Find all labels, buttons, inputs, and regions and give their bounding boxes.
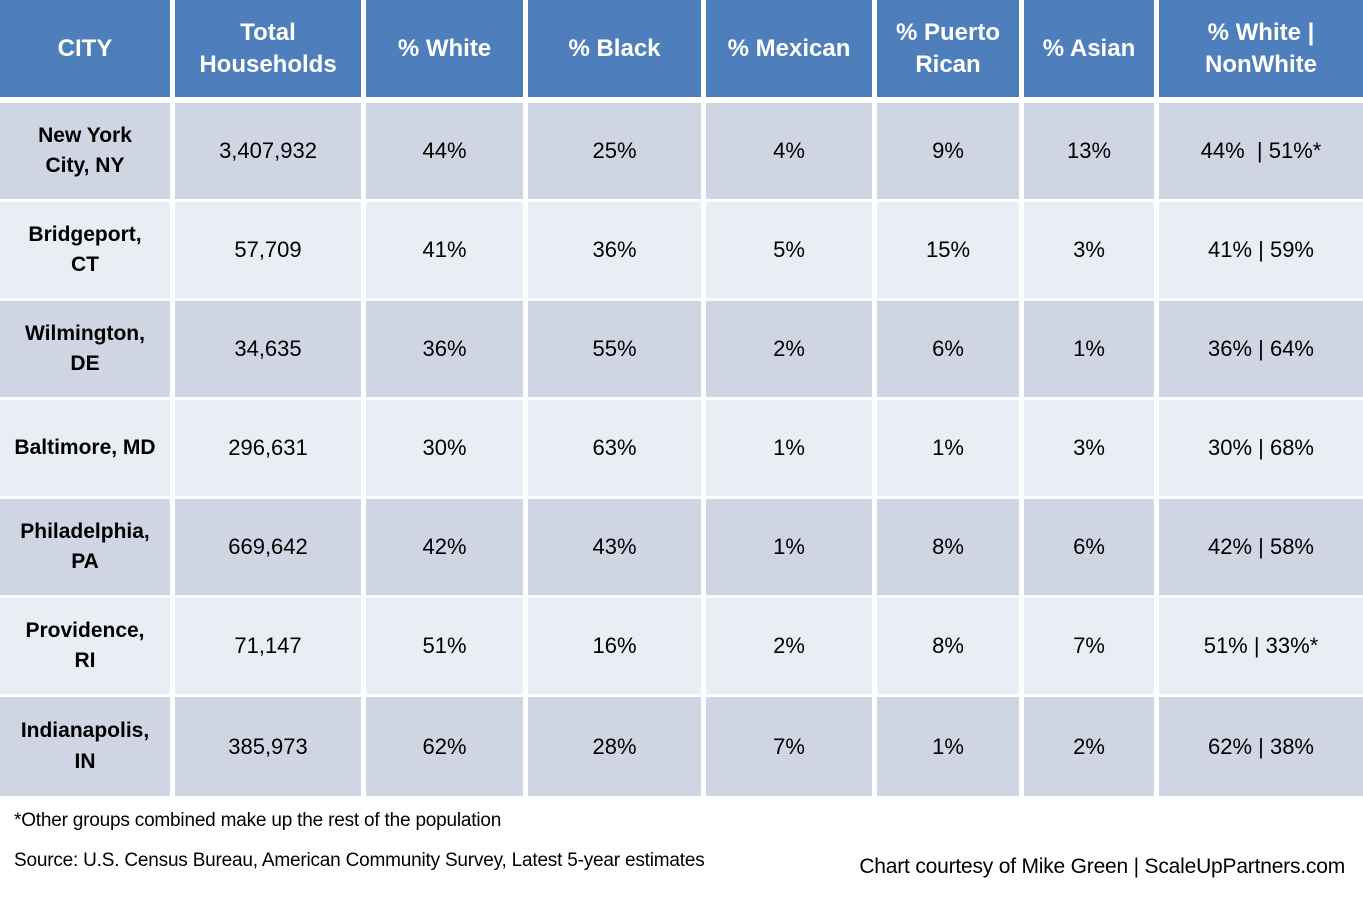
cell-pct-asian: 3% — [1024, 202, 1159, 301]
column-header-total-households: Total Households — [175, 0, 366, 103]
cell-white-nonwhite: 30% | 68% — [1159, 400, 1363, 499]
cell-total-households: 669,642 — [175, 499, 366, 598]
table-row: New York City, NY 3,407,932 44% 25% 4% 9… — [0, 103, 1363, 202]
cell-white-nonwhite: 41% | 59% — [1159, 202, 1363, 301]
table-row: Indianapolis, IN 385,973 62% 28% 7% 1% 2… — [0, 697, 1363, 796]
column-header-city: CITY — [0, 0, 175, 103]
asterisk-footnote: *Other groups combined make up the rest … — [14, 810, 502, 831]
header-row: CITY Total Households % White % Black % … — [0, 0, 1363, 103]
table-row: Bridgeport, CT 57,709 41% 36% 5% 15% 3% … — [0, 202, 1363, 301]
cell-pct-asian: 13% — [1024, 103, 1159, 202]
cell-city: Philadelphia, PA — [0, 499, 175, 598]
table-row: Providence, RI 71,147 51% 16% 2% 8% 7% 5… — [0, 598, 1363, 697]
cell-city: Providence, RI — [0, 598, 175, 697]
cell-city: Bridgeport, CT — [0, 202, 175, 301]
cell-pct-asian: 7% — [1024, 598, 1159, 697]
column-header-pct-black: % Black — [528, 0, 706, 103]
cell-pct-black: 16% — [528, 598, 706, 697]
cell-pct-mexican: 2% — [706, 598, 877, 697]
cell-city: Indianapolis, IN — [0, 697, 175, 796]
column-header-pct-puerto-rican: % Puerto Rican — [877, 0, 1024, 103]
cell-white-nonwhite: 44% | 51%* — [1159, 103, 1363, 202]
cell-total-households: 34,635 — [175, 301, 366, 400]
cell-pct-white: 62% — [366, 697, 528, 796]
source-note: Source: U.S. Census Bureau, American Com… — [14, 849, 705, 871]
cell-white-nonwhite: 51% | 33%* — [1159, 598, 1363, 697]
cell-total-households: 385,973 — [175, 697, 366, 796]
cell-city: New York City, NY — [0, 103, 175, 202]
cell-pct-black: 28% — [528, 697, 706, 796]
cell-pct-white: 30% — [366, 400, 528, 499]
cell-white-nonwhite: 36% | 64% — [1159, 301, 1363, 400]
column-header-white-nonwhite: % White | NonWhite — [1159, 0, 1363, 103]
cell-pct-black: 25% — [528, 103, 706, 202]
footer: *Other groups combined make up the rest … — [0, 796, 1363, 878]
cell-pct-white: 41% — [366, 202, 528, 301]
cell-total-households: 296,631 — [175, 400, 366, 499]
cell-pct-mexican: 1% — [706, 499, 877, 598]
column-header-pct-mexican: % Mexican — [706, 0, 877, 103]
cell-pct-mexican: 4% — [706, 103, 877, 202]
cell-pct-white: 51% — [366, 598, 528, 697]
cell-pct-puerto-rican: 6% — [877, 301, 1024, 400]
cell-pct-puerto-rican: 8% — [877, 598, 1024, 697]
cell-pct-mexican: 2% — [706, 301, 877, 400]
courtesy-credit: Chart courtesy of Mike Green | ScaleUpPa… — [859, 854, 1345, 878]
cell-pct-black: 55% — [528, 301, 706, 400]
cell-pct-asian: 1% — [1024, 301, 1159, 400]
table-row: Baltimore, MD 296,631 30% 63% 1% 1% 3% 3… — [0, 400, 1363, 499]
cell-pct-puerto-rican: 15% — [877, 202, 1024, 301]
cell-pct-mexican: 5% — [706, 202, 877, 301]
cell-total-households: 57,709 — [175, 202, 366, 301]
cell-pct-mexican: 7% — [706, 697, 877, 796]
footer-row: Source: U.S. Census Bureau, American Com… — [14, 849, 1349, 878]
cell-pct-white: 36% — [366, 301, 528, 400]
column-header-pct-asian: % Asian — [1024, 0, 1159, 103]
table-header: CITY Total Households % White % Black % … — [0, 0, 1363, 103]
table-row: Wilmington, DE 34,635 36% 55% 2% 6% 1% 3… — [0, 301, 1363, 400]
cell-total-households: 71,147 — [175, 598, 366, 697]
cell-pct-puerto-rican: 1% — [877, 400, 1024, 499]
cell-total-households: 3,407,932 — [175, 103, 366, 202]
cell-white-nonwhite: 62% | 38% — [1159, 697, 1363, 796]
cell-pct-puerto-rican: 9% — [877, 103, 1024, 202]
cell-white-nonwhite: 42% | 58% — [1159, 499, 1363, 598]
cell-pct-white: 44% — [366, 103, 528, 202]
cell-pct-black: 36% — [528, 202, 706, 301]
cell-pct-black: 43% — [528, 499, 706, 598]
cell-city: Baltimore, MD — [0, 400, 175, 499]
city-demographics-table: CITY Total Households % White % Black % … — [0, 0, 1363, 796]
table-body: New York City, NY 3,407,932 44% 25% 4% 9… — [0, 103, 1363, 796]
cell-pct-mexican: 1% — [706, 400, 877, 499]
cell-pct-asian: 2% — [1024, 697, 1159, 796]
column-header-pct-white: % White — [366, 0, 528, 103]
cell-pct-white: 42% — [366, 499, 528, 598]
cell-pct-asian: 6% — [1024, 499, 1159, 598]
cell-city: Wilmington, DE — [0, 301, 175, 400]
cell-pct-puerto-rican: 1% — [877, 697, 1024, 796]
cell-pct-puerto-rican: 8% — [877, 499, 1024, 598]
cell-pct-asian: 3% — [1024, 400, 1159, 499]
table-row: Philadelphia, PA 669,642 42% 43% 1% 8% 6… — [0, 499, 1363, 598]
cell-pct-black: 63% — [528, 400, 706, 499]
